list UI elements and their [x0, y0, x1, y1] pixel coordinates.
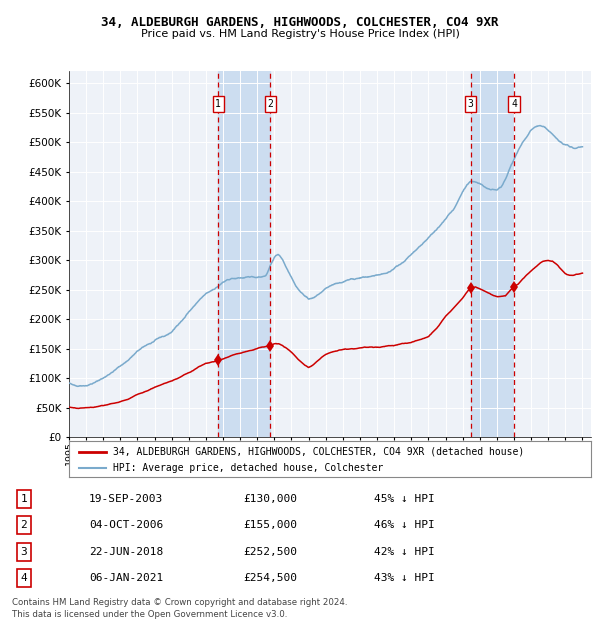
Text: 3: 3	[20, 547, 27, 557]
Bar	[470, 71, 514, 437]
Text: 1: 1	[215, 99, 221, 109]
Text: 34, ALDEBURGH GARDENS, HIGHWOODS, COLCHESTER, CO4 9XR: 34, ALDEBURGH GARDENS, HIGHWOODS, COLCHE…	[101, 16, 499, 29]
Text: £254,500: £254,500	[244, 573, 298, 583]
Text: 43% ↓ HPI: 43% ↓ HPI	[374, 573, 435, 583]
Text: 4: 4	[511, 99, 517, 109]
Text: 2: 2	[20, 520, 27, 530]
Text: 2: 2	[268, 99, 273, 109]
Text: Price paid vs. HM Land Registry's House Price Index (HPI): Price paid vs. HM Land Registry's House …	[140, 29, 460, 39]
Text: 42% ↓ HPI: 42% ↓ HPI	[374, 547, 435, 557]
Text: £130,000: £130,000	[244, 494, 298, 504]
Text: 1: 1	[20, 494, 27, 504]
Text: 46% ↓ HPI: 46% ↓ HPI	[374, 520, 435, 530]
Text: 06-JAN-2021: 06-JAN-2021	[89, 573, 163, 583]
Text: 22-JUN-2018: 22-JUN-2018	[89, 547, 163, 557]
Text: 4: 4	[20, 573, 27, 583]
Text: 04-OCT-2006: 04-OCT-2006	[89, 520, 163, 530]
Text: This data is licensed under the Open Government Licence v3.0.: This data is licensed under the Open Gov…	[12, 610, 287, 619]
Text: 45% ↓ HPI: 45% ↓ HPI	[374, 494, 435, 504]
Text: 19-SEP-2003: 19-SEP-2003	[89, 494, 163, 504]
Text: HPI: Average price, detached house, Colchester: HPI: Average price, detached house, Colc…	[113, 463, 383, 474]
Text: Contains HM Land Registry data © Crown copyright and database right 2024.: Contains HM Land Registry data © Crown c…	[12, 598, 347, 607]
Text: 34, ALDEBURGH GARDENS, HIGHWOODS, COLCHESTER, CO4 9XR (detached house): 34, ALDEBURGH GARDENS, HIGHWOODS, COLCHE…	[113, 446, 524, 456]
Text: 3: 3	[468, 99, 473, 109]
Text: £252,500: £252,500	[244, 547, 298, 557]
Text: £155,000: £155,000	[244, 520, 298, 530]
Bar	[218, 71, 270, 437]
